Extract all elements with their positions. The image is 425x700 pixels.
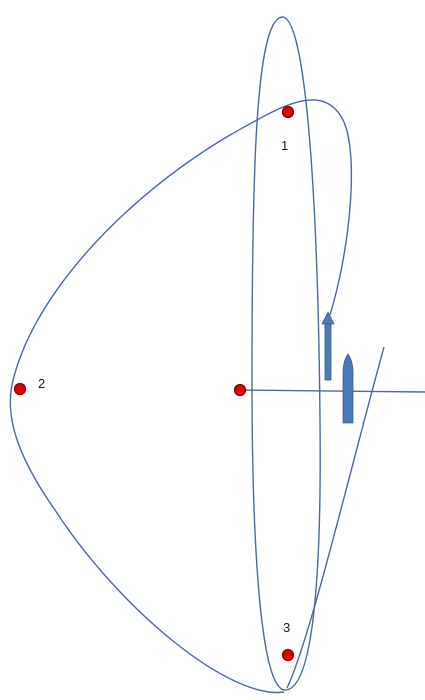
center-point-dot (233, 383, 247, 397)
point-3-dot (281, 648, 295, 662)
point-2-label: 2 (38, 376, 45, 391)
up-arrow-marker (321, 311, 335, 381)
vertical-loop-curve (251, 16, 321, 691)
crossing-line (286, 346, 385, 689)
large-loop-curve (9, 99, 353, 694)
point-1-label: 1 (281, 138, 288, 153)
horizontal-ray (239, 389, 425, 393)
point-1-dot (281, 105, 295, 119)
point-3-label: 3 (283, 620, 290, 635)
point-2-dot (13, 382, 27, 396)
bullet-marker (342, 353, 354, 424)
